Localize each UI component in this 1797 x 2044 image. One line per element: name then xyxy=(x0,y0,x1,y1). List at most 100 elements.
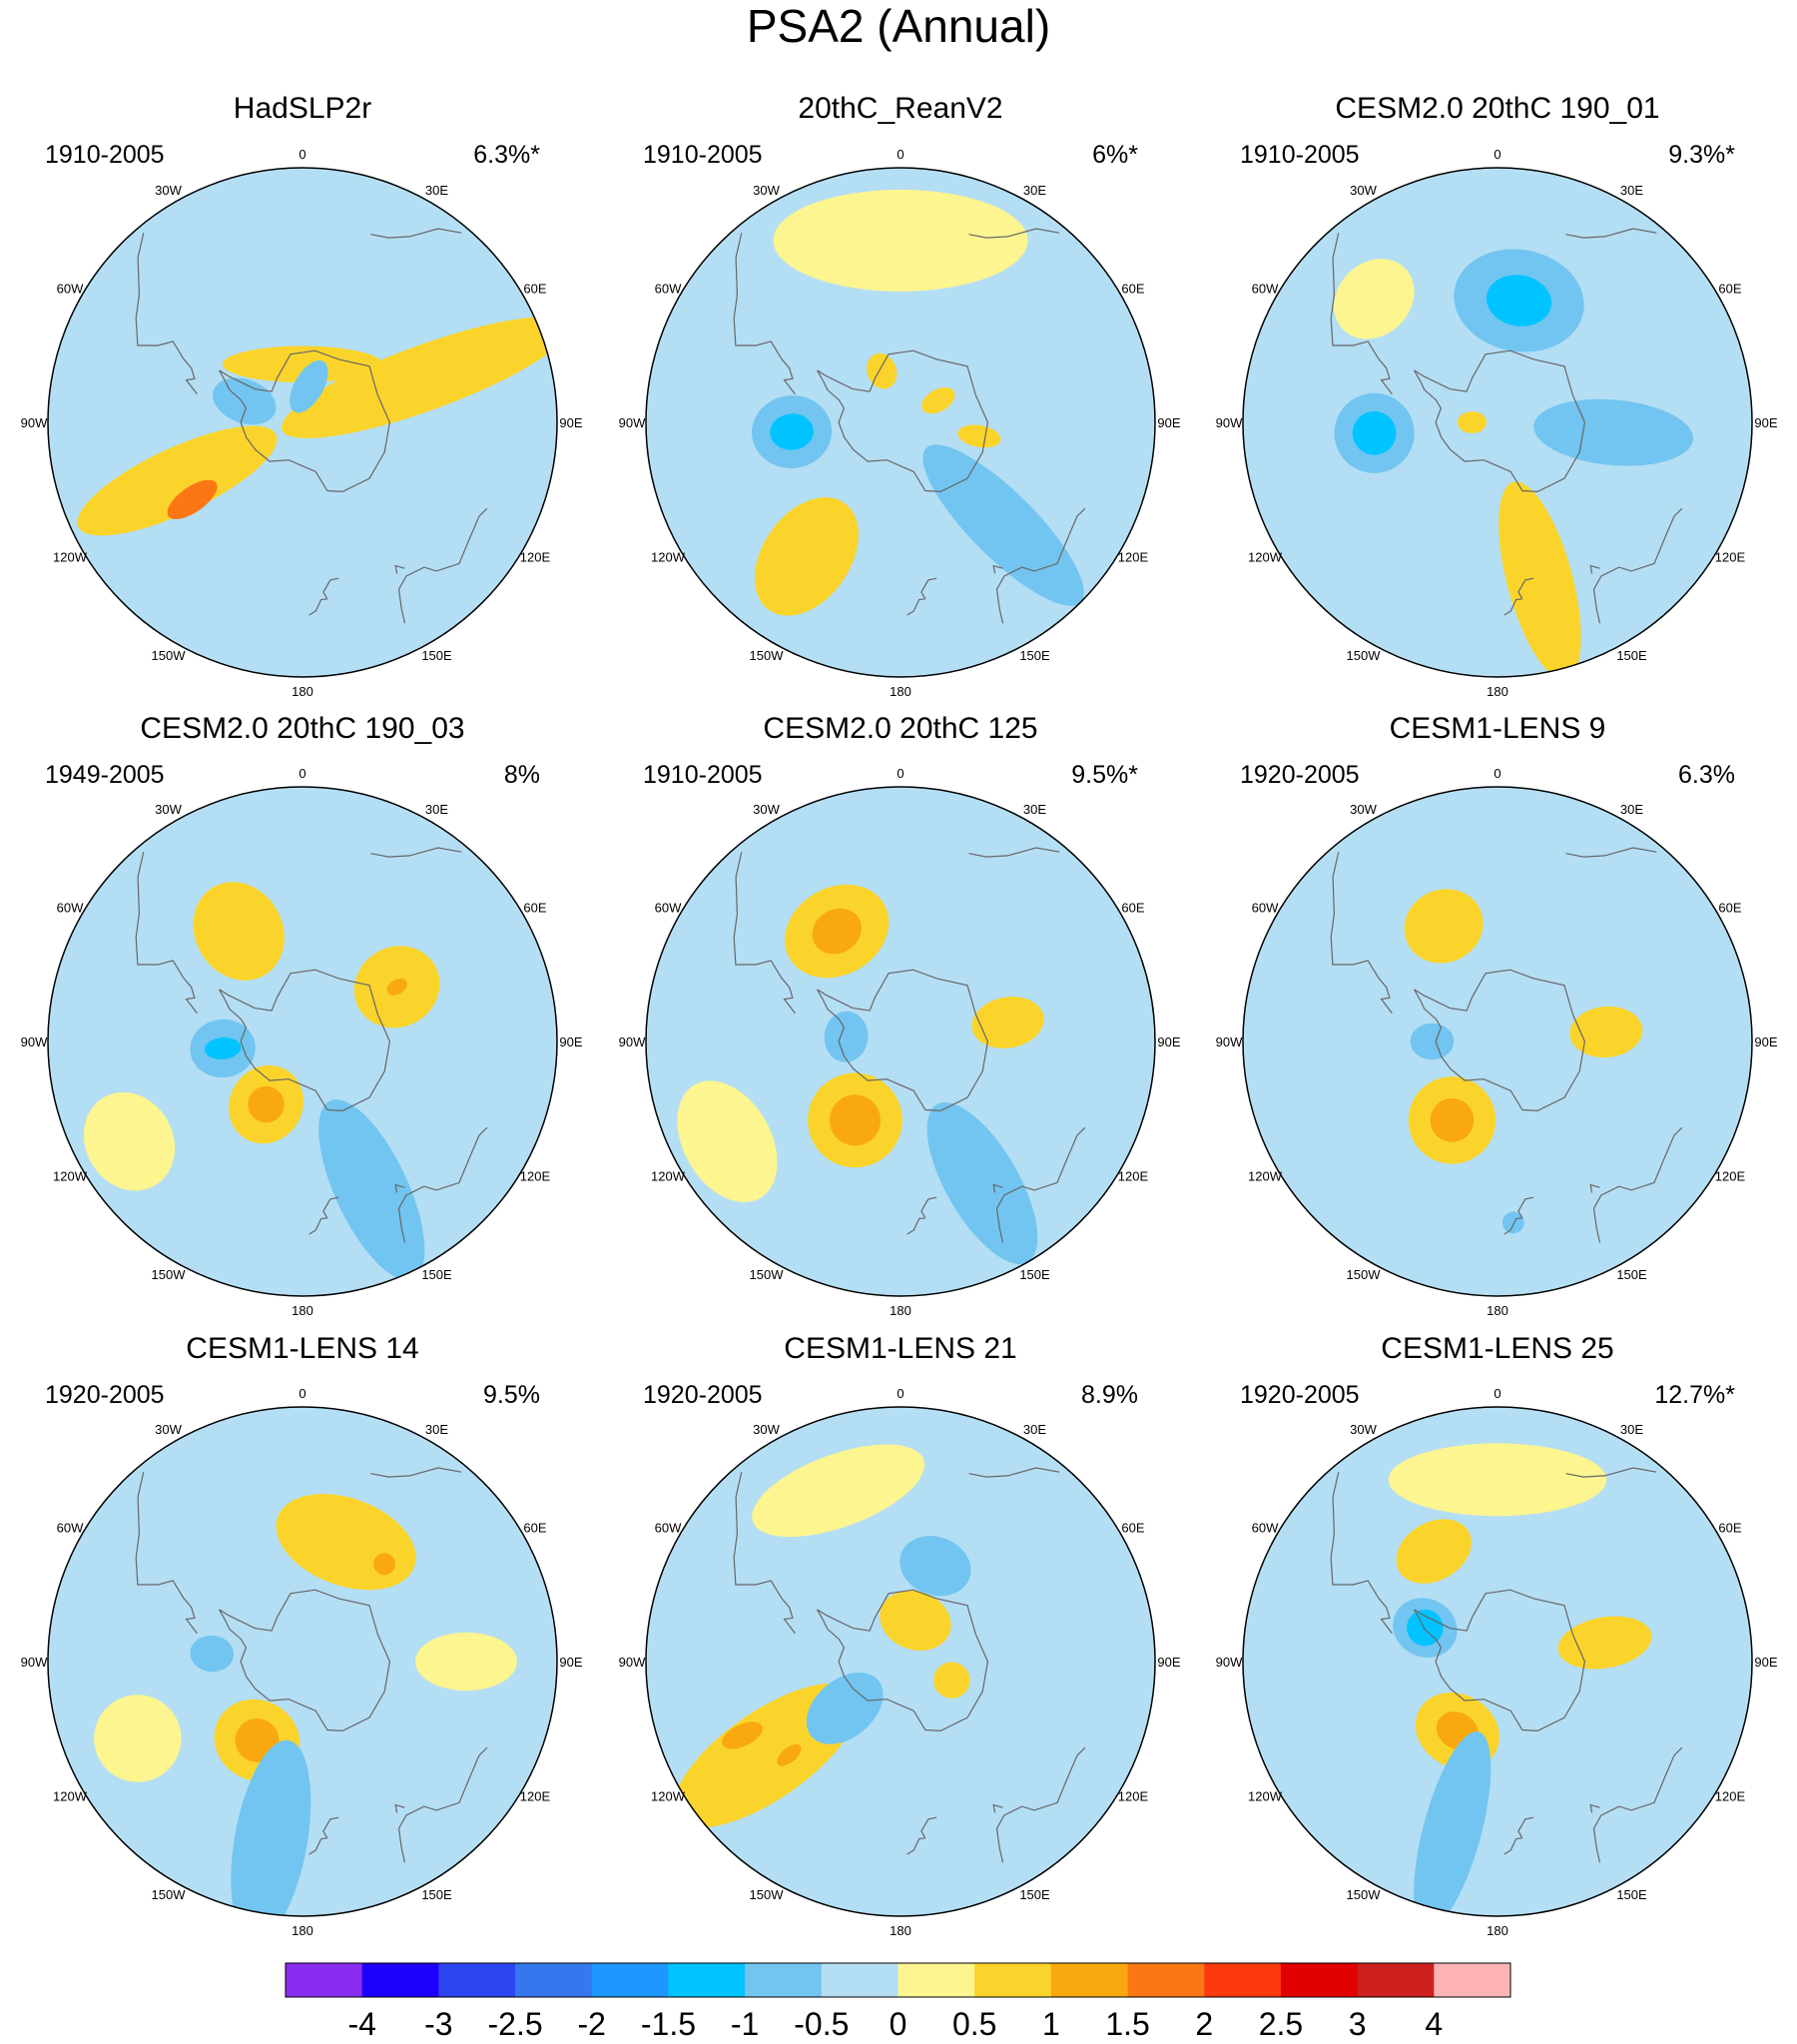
longitude-label: 90E xyxy=(1157,1655,1180,1670)
anomaly-contour xyxy=(677,1080,778,1203)
anomaly-contour xyxy=(880,1590,951,1652)
anomaly-contour xyxy=(1501,1211,1524,1234)
coastline xyxy=(1330,233,1393,395)
anomaly-contour xyxy=(1414,1731,1492,1916)
panel-title: CESM2.0 20thC 190_01 xyxy=(1335,92,1659,125)
coastline xyxy=(1503,598,1522,616)
longitude-label: 60E xyxy=(1121,282,1144,297)
longitude-label: 120W xyxy=(1248,550,1283,565)
anomaly-contour xyxy=(921,387,955,414)
longitude-label: 120E xyxy=(520,1169,551,1184)
coastline xyxy=(397,1746,488,1863)
longitude-label: 150W xyxy=(152,1267,187,1282)
longitude-label: 180 xyxy=(292,1923,313,1938)
coastline xyxy=(992,1803,1003,1813)
colorbar-tick-label: 3 xyxy=(1349,2006,1367,2042)
map-border xyxy=(1242,1406,1753,1917)
coastline xyxy=(995,1746,1086,1863)
longitude-label: 90E xyxy=(1157,1034,1180,1049)
longitude-label: 90W xyxy=(619,1655,646,1670)
colorbar-swatch xyxy=(1050,1963,1129,1997)
longitude-label: 150W xyxy=(750,1887,785,1902)
longitude-label: 180 xyxy=(1487,684,1508,699)
longitude-label: 60E xyxy=(1718,1521,1741,1536)
coastline xyxy=(906,1217,925,1235)
coastline xyxy=(397,507,488,624)
coastline xyxy=(992,1183,1003,1193)
longitude-label: 60W xyxy=(57,282,84,297)
anomaly-contour xyxy=(1352,410,1397,455)
coastline xyxy=(1517,577,1534,600)
coastline xyxy=(308,1837,327,1855)
longitude-label: 60E xyxy=(1121,901,1144,916)
longitude-label: 60W xyxy=(655,1521,682,1536)
coastline xyxy=(920,1816,937,1839)
panel-cesm1_lens_9: CESM1-LENS 9 1920-2005 6.3% 0 30E 60E 90E 120E 1… xyxy=(1216,712,1778,1318)
longitude-label: 60W xyxy=(1252,1521,1279,1536)
panel-title: CESM1-LENS 21 xyxy=(784,1332,1016,1365)
longitude-label: 150E xyxy=(421,1887,452,1902)
panel-variance: 12.7%* xyxy=(1654,1381,1735,1409)
longitude-label: 180 xyxy=(890,684,911,699)
panel-title: HadSLP2r xyxy=(234,92,371,125)
longitude-label: 90E xyxy=(559,1655,582,1670)
panel-variance: 8% xyxy=(504,761,540,789)
longitude-label: 120W xyxy=(651,1169,686,1184)
longitude-label: 30E xyxy=(425,1422,448,1437)
coastline xyxy=(906,598,925,616)
colorbar-swatch xyxy=(438,1963,516,1997)
longitude-label: 30W xyxy=(1350,1422,1377,1437)
anomaly-contour xyxy=(824,1011,869,1062)
longitude-label: 0 xyxy=(897,147,903,162)
longitude-label: 90E xyxy=(1754,415,1777,430)
panel-period: 1920-2005 xyxy=(643,1381,763,1409)
panel-hadslp2r: HadSLP2r 1910-2005 6.3%* 0 30E 60E 90E 120E 150E… xyxy=(21,92,583,699)
longitude-label: 150E xyxy=(421,648,452,663)
coastline xyxy=(906,1837,925,1855)
longitude-label: 60W xyxy=(1252,282,1279,297)
panel-period: 1920-2005 xyxy=(1240,761,1360,789)
longitude-label: 120W xyxy=(53,1789,88,1804)
colorbar-swatch xyxy=(286,1963,363,1997)
map-field xyxy=(646,1407,1155,1916)
map-border xyxy=(47,167,558,678)
longitude-label: 120E xyxy=(520,1789,551,1804)
longitude-label: 150E xyxy=(1019,648,1050,663)
anomaly-contour xyxy=(190,1635,235,1673)
anomaly-contour xyxy=(167,479,218,520)
coastline xyxy=(817,1589,989,1732)
coastline xyxy=(733,233,796,395)
colorbar: -4 -3 -2.5 -2 -1.5 -1 -0.5 0 0.5 1 1.5 2 2.5 3 4 xyxy=(285,1962,1511,2042)
longitude-label: 90W xyxy=(619,415,646,430)
longitude-label: 60W xyxy=(1252,901,1279,916)
longitude-label: 60E xyxy=(523,282,546,297)
longitude-label: 150E xyxy=(421,1267,452,1282)
colorbar-swatch xyxy=(745,1963,823,1997)
panel-period: 1920-2005 xyxy=(45,1381,165,1409)
longitude-label: 0 xyxy=(1494,147,1500,162)
longitude-label: 90W xyxy=(21,1655,48,1670)
longitude-label: 150E xyxy=(1616,648,1647,663)
panel-cesm1_lens_21: CESM1-LENS 21 1920-2005 8.9% 0 30E 60E 90E 120E… xyxy=(619,1332,1181,1938)
anomaly-contour xyxy=(1457,411,1488,433)
panel-title: CESM1-LENS 14 xyxy=(186,1332,418,1365)
anomaly-contour xyxy=(193,882,285,981)
colorbar-tick-label: 0.5 xyxy=(952,2006,996,2042)
longitude-label: 90W xyxy=(1216,1655,1243,1670)
anomaly-contour xyxy=(77,425,278,536)
panel-title: CESM1-LENS 9 xyxy=(1390,712,1606,745)
coastline xyxy=(1517,1196,1534,1219)
longitude-label: 60W xyxy=(655,282,682,297)
panel-title: 20thC_ReanV2 xyxy=(798,92,1002,125)
longitude-label: 90E xyxy=(1754,1655,1777,1670)
anomaly-contour xyxy=(829,1094,881,1146)
anomaly-contour xyxy=(1334,259,1415,340)
longitude-label: 180 xyxy=(292,1303,313,1318)
longitude-label: 30E xyxy=(1620,183,1643,198)
coastline xyxy=(1592,1746,1683,1863)
coastline xyxy=(370,228,462,239)
map-background xyxy=(1243,1407,1752,1916)
longitude-label: 60E xyxy=(523,1521,546,1536)
longitude-label: 150W xyxy=(1347,648,1382,663)
